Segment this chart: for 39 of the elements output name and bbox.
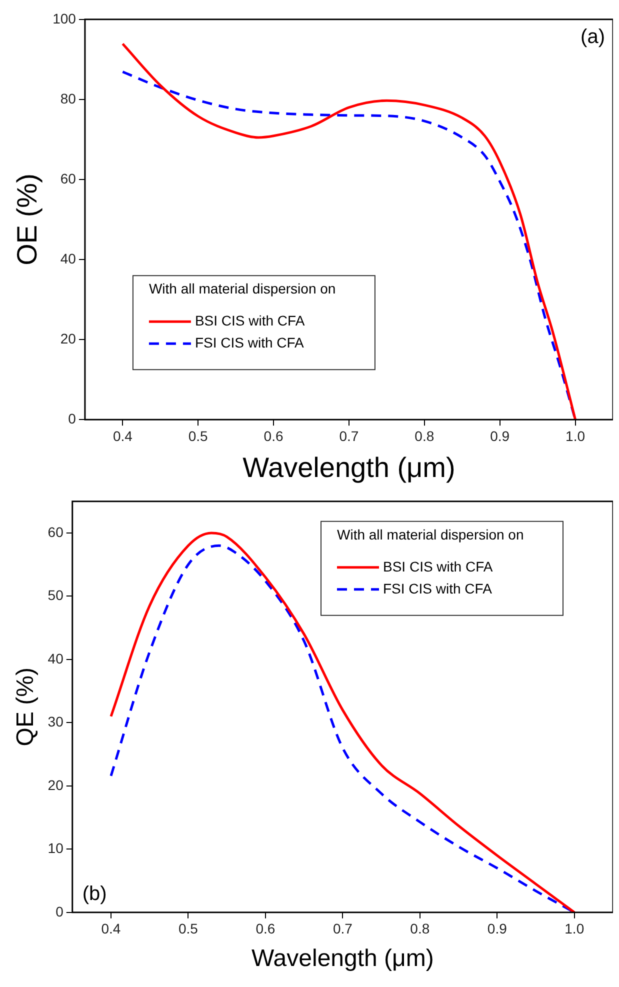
y-tick-label: 60 — [60, 170, 76, 186]
x-tick-label: 0.9 — [490, 428, 510, 444]
y-tick-label: 0 — [56, 903, 64, 920]
x-tick-label: 0.7 — [332, 920, 353, 937]
y-tick-label: 80 — [60, 90, 76, 106]
x-tick-label: 0.8 — [410, 920, 430, 937]
legend-label: BSI CIS with CFA — [383, 558, 494, 574]
y-tick-label: 40 — [60, 250, 76, 266]
y-tick-label: 20 — [60, 330, 76, 346]
y-axis-title: QE (%) — [12, 668, 40, 746]
x-tick-label: 1.0 — [566, 428, 586, 444]
legend-label: FSI CIS with CFA — [383, 580, 493, 596]
y-tick-label: 100 — [52, 10, 76, 26]
x-tick-label: 0.9 — [487, 920, 508, 937]
legend-label: BSI CIS with CFA — [194, 312, 306, 328]
x-axis-title: Wavelength (μm) — [252, 945, 434, 972]
x-tick-label: 1.0 — [564, 920, 584, 937]
x-tick-label: 0.6 — [256, 920, 276, 937]
legend-label: FSI CIS with CFA — [194, 334, 305, 350]
x-tick-label: 0.4 — [101, 920, 121, 937]
annotation: (a) — [580, 26, 605, 48]
y-axis-title: OE (%) — [12, 174, 43, 266]
legend-title: With all material dispersion on — [148, 280, 336, 296]
x-tick-label: 0.5 — [188, 428, 208, 444]
y-tick-label: 50 — [48, 587, 64, 604]
x-tick-label: 0.7 — [339, 428, 359, 444]
x-axis-title: Wavelength (μm) — [242, 452, 456, 483]
x-tick-label: 0.8 — [414, 428, 434, 444]
y-tick-label: 60 — [48, 524, 64, 540]
legend-title: With all material dispersion on — [337, 526, 524, 542]
y-tick-label: 10 — [48, 840, 64, 856]
y-tick-label: 30 — [48, 714, 64, 730]
y-tick-label: 0 — [68, 410, 76, 426]
x-tick-label: 0.6 — [264, 428, 284, 444]
y-tick-label: 20 — [48, 776, 64, 793]
x-tick-label: 0.5 — [178, 920, 198, 937]
y-tick-label: 40 — [48, 650, 64, 666]
annotation: (b) — [82, 882, 107, 905]
x-tick-label: 0.4 — [112, 428, 133, 444]
